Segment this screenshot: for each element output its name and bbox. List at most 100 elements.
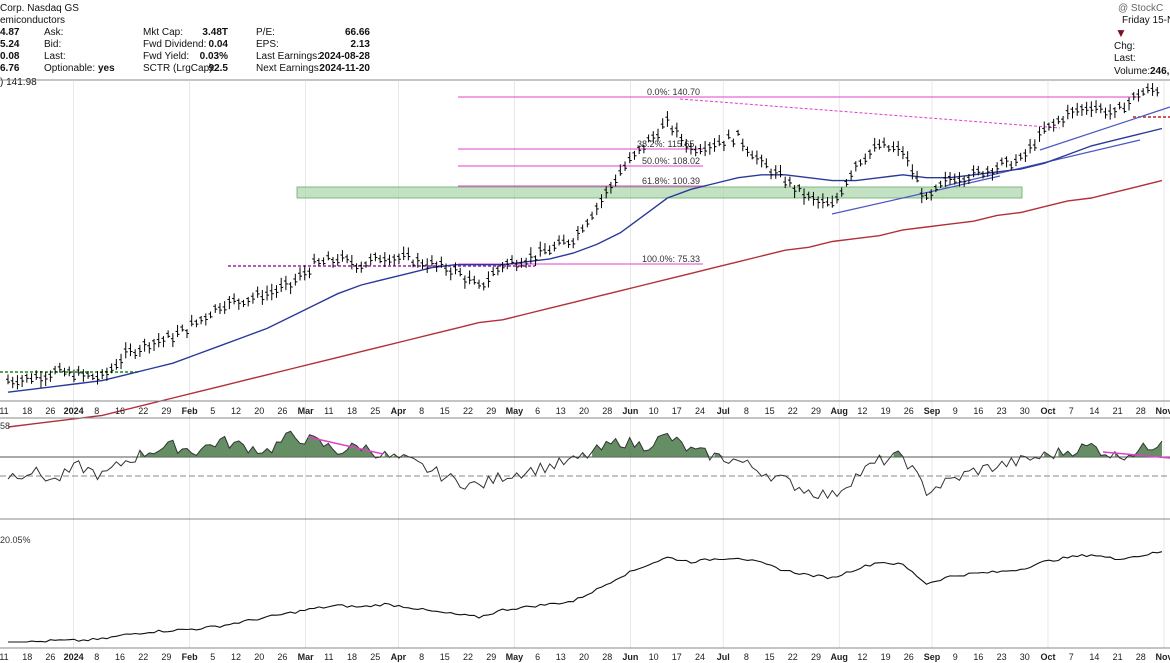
price-bar <box>401 246 406 261</box>
eps-value: 2.13 <box>350 39 370 50</box>
price-bar <box>142 338 147 352</box>
x-tick-label: Aug <box>830 406 848 416</box>
x-tick-label: 8 <box>419 406 424 416</box>
x-tick-label: 11 <box>0 652 9 662</box>
price-bar <box>834 192 839 204</box>
x-tick-label: Mar <box>298 406 315 416</box>
x-tick-label: 30 <box>1020 406 1030 416</box>
x-tick-label: 11 <box>324 652 333 662</box>
x-tick-label: 20 <box>254 652 264 662</box>
price-bar <box>467 270 472 285</box>
price-bar <box>481 282 486 291</box>
nextearn-value: 2024-11-20 <box>319 63 370 74</box>
x-tick-label: 10 <box>649 406 659 416</box>
price-bar <box>194 319 199 328</box>
nextearn-label: Next Earnings: <box>256 63 322 74</box>
price-bar <box>232 293 237 305</box>
x-tick-label: 21 <box>1113 652 1123 662</box>
x-tick-label: Apr <box>391 652 407 662</box>
x-tick-label: 29 <box>811 652 821 662</box>
price-bar <box>943 171 948 187</box>
price-bar <box>858 159 863 167</box>
price-bar <box>368 253 373 266</box>
price-label: ) 141.98 <box>0 77 37 88</box>
price-bar <box>571 238 576 249</box>
price-bar <box>726 129 731 140</box>
price-bar <box>429 255 434 267</box>
x-tick-label: 23 <box>997 652 1007 662</box>
price-bar <box>877 139 882 150</box>
price-bar <box>203 313 208 326</box>
x-tick-label: 8 <box>744 652 749 662</box>
price-bar <box>693 145 698 157</box>
price-bar <box>213 304 218 313</box>
x-tick-label: 24 <box>695 406 705 416</box>
price-bar <box>990 167 995 181</box>
watermark: @ StockC <box>1118 3 1164 14</box>
price-bar <box>1145 83 1150 94</box>
price-bar <box>312 253 317 265</box>
price-bar <box>189 314 194 327</box>
price-bar <box>199 316 204 325</box>
x-tick-label: 29 <box>811 406 821 416</box>
x-tick-label: 22 <box>463 406 473 416</box>
price-bar <box>764 158 769 169</box>
x-tick-label: 19 <box>881 652 891 662</box>
price-bar <box>533 255 538 267</box>
sctr-label: SCTR (LrgCap): <box>143 63 216 74</box>
price-bar <box>995 162 1000 175</box>
price-bar <box>745 146 750 157</box>
price-bar <box>1051 118 1056 132</box>
price-bar <box>378 254 383 264</box>
price-bar <box>627 152 632 164</box>
price-bar <box>679 133 684 147</box>
price-bar <box>707 142 712 155</box>
price-bar <box>147 342 152 354</box>
x-tick-label: 8 <box>744 406 749 416</box>
price-bar <box>62 367 67 377</box>
price-bar <box>1108 104 1113 120</box>
fibonacci-levels: 0.0%: 140.70 38.2%: 115.65 50.0%: 108.02… <box>458 87 1140 265</box>
price-bar <box>462 275 467 289</box>
x-tick-label: 21 <box>1113 406 1123 416</box>
x-tick-label: 20 <box>579 406 589 416</box>
lastearn-value: 2024-08-28 <box>318 51 370 62</box>
x-tick-label: 10 <box>649 652 659 662</box>
x-tick-label: 17 <box>672 406 682 416</box>
x-tick-label: 28 <box>602 406 612 416</box>
price-bar <box>750 150 755 160</box>
price-bar <box>302 265 307 281</box>
x-tick-label: 7 <box>1069 652 1074 662</box>
x-tick-label: Nov <box>1155 406 1170 416</box>
price-bar <box>15 375 20 390</box>
price-bar <box>896 140 901 156</box>
price-bar <box>425 258 430 273</box>
x-tick-label: 15 <box>440 406 450 416</box>
x-tick-label: 8 <box>94 406 99 416</box>
price-bar <box>924 192 929 200</box>
price-bar <box>882 137 887 148</box>
x-tick-label: 8 <box>94 652 99 662</box>
price-bar <box>505 258 510 270</box>
price-bar <box>585 218 590 228</box>
x-tick-label: 12 <box>231 406 241 416</box>
price-bar <box>528 247 533 264</box>
price-bar <box>349 255 354 270</box>
price-bar <box>740 138 745 152</box>
price-bar <box>651 131 656 143</box>
x-tick-label: 29 <box>161 406 171 416</box>
price-bar <box>415 252 420 268</box>
price-bar <box>867 149 872 160</box>
momentum-line <box>7 430 1163 500</box>
price-bar <box>439 256 444 268</box>
price-bar <box>641 144 646 154</box>
price-bar <box>1079 104 1084 116</box>
price-bar <box>853 161 858 172</box>
price-bar <box>67 366 72 377</box>
price-bar <box>561 234 566 245</box>
price-bar <box>175 324 180 338</box>
price-bar <box>331 257 336 268</box>
price-bar <box>891 141 896 153</box>
price-bar <box>241 299 246 308</box>
price-bar <box>217 302 222 314</box>
